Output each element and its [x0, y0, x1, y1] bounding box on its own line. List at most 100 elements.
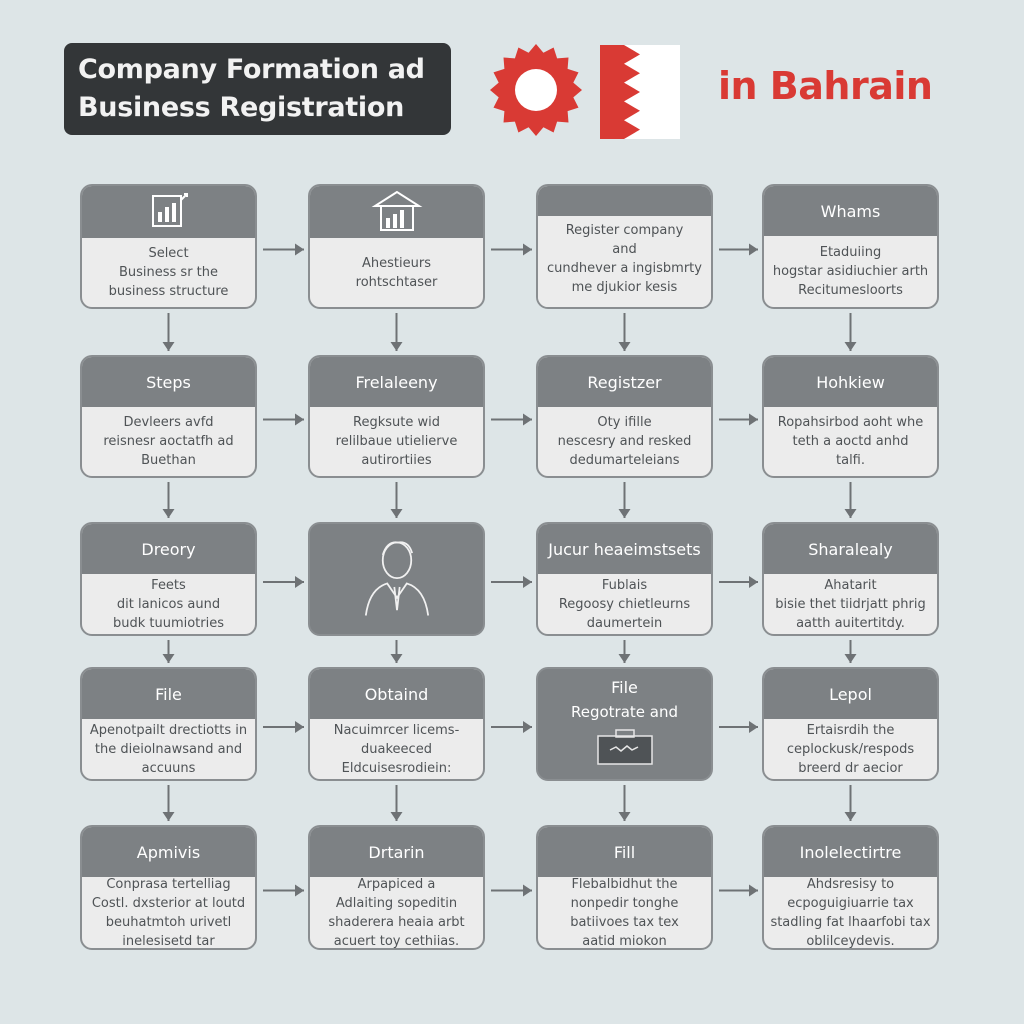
card-text-line: Fublais [601, 577, 648, 593]
step-card-r4-c3: FileFile Regotrate and [536, 667, 713, 781]
card-header: Frelaleeny [310, 357, 483, 407]
card-body: Nacuimrcer licems-duakeeced Eldcuisesrodi… [310, 719, 483, 779]
step-card-r5-c4: Inolelectirtre Ahdsresisy to ecpoguigiuarr… [762, 825, 939, 950]
card-text-line: bisie thet tiidrjatt phrig [775, 596, 926, 612]
card-text-line: Business sr the [118, 265, 219, 280]
card-header: File [82, 669, 255, 719]
card-header: Hohkiew [764, 357, 937, 407]
card-header: Obtaind [310, 669, 483, 719]
card-body: Select Business sr the business structure [82, 238, 255, 307]
step-card-r2-c3: Registzer Oty ifille nescesry and resked de… [536, 355, 713, 478]
step-card-r2-c2: Frelaleeny Regksute wid relilbaue utielier… [308, 355, 485, 478]
card-text-line: the dieiolnawsand and [94, 741, 243, 757]
card-header [310, 186, 483, 238]
arrow-r1-c2-down-head [390, 342, 403, 351]
step-card-r5-c3: Fill Flebalbidhut the nonpedir tonghe batii… [536, 825, 713, 950]
arrow-r2-c1-right-head [295, 413, 304, 426]
arrow-r1-c1-right-head [295, 243, 304, 256]
card-text-line: Recitumesloorts [798, 283, 903, 298]
card-body: Apenotpailt drectiotts in the dieiolnawsa… [82, 719, 255, 779]
step-card-r4-c2: Obtaind Nacuimrcer licems-duakeeced Eldcui… [308, 667, 485, 781]
card-text-line: Conprasa tertelliag [106, 876, 231, 892]
step-card-r2-c1: Steps Devleers avfd reisnesr aoctatfh ad Bu… [80, 355, 257, 478]
card-text-line: Buethan [141, 453, 196, 468]
card-text-line: Ahdsresisy to [806, 876, 895, 892]
card-text-line: Adlaiting sopeditin [335, 895, 458, 911]
flag-serrated-band [600, 45, 640, 139]
card-text-line: dit lanicos aund [116, 596, 221, 612]
card-text-line: nonpedir tonghe [570, 895, 679, 911]
arrow-r3-c3-down-head [618, 654, 631, 663]
card-text-line: Costl. dxsterior at loutd [91, 895, 246, 911]
card-body: Etaduiing hogstar asidiuchier arth Recitum… [764, 236, 937, 307]
card-body: File Regotrate and [538, 669, 711, 779]
card-header: Sharalealy [764, 524, 937, 574]
card-text-line: beuhatmtoh urivetl [105, 914, 232, 930]
arrow-r3-c2-right-head [523, 576, 532, 588]
card-header: Jucur heaeimstsets [538, 524, 711, 574]
card-text-line: talfi. [836, 453, 865, 468]
card-body: Conprasa tertelliag Costl. dxsterior at l… [82, 876, 255, 949]
card-text-line: cundhever a ingisbmrty [547, 260, 702, 276]
card-header: Inolelectirtre [764, 827, 937, 877]
card-body: Oty ifille nescesry and resked dedumartele… [538, 407, 711, 476]
arrow-r2-c2-down-head [390, 509, 403, 518]
card-text-line: rohtschtaser [355, 274, 438, 290]
briefcase-icon [596, 728, 653, 765]
arrow-r3-c2-down-head [390, 654, 403, 663]
card-text-line: Nacuimrcer licems- [333, 722, 460, 738]
arrow-r4-c4-down-head [844, 812, 857, 821]
card-text-line: shaderera heaia arbt [328, 914, 465, 930]
arrow-r4-c1-right-head [295, 721, 304, 733]
card-text-line: Ertaisrdih the [806, 722, 895, 738]
title-line-1: Company Formation ad [78, 54, 425, 85]
card-text-line: acuert toy cethiias. [333, 933, 460, 949]
card-body: Ertaisrdih the ceplockusk/respods breerd d… [764, 719, 937, 779]
card-header: Lepol [764, 669, 937, 719]
arrow-r4-c3-right-head [749, 721, 758, 733]
briefcase-icon-holder [596, 728, 654, 771]
card-text-line: daumertein [586, 615, 663, 631]
building-chart-icon [371, 190, 422, 231]
card-body: Arpapiced a Adlaiting sopeditin shaderera … [310, 877, 483, 949]
arrow-r2-c4-down-head [844, 509, 857, 518]
card-text-line: stadling fat lhaarfobi tax [770, 914, 931, 930]
step-card-r3-c4: Sharalealy Ahatarit bisie thet tiidrjatt p… [762, 522, 939, 636]
card-text-line: autirortiies [361, 453, 432, 468]
arrow-r1-c1-down-head [162, 342, 175, 351]
card-header: Registzer [538, 357, 711, 407]
arrow-r3-c4-down-head [844, 654, 857, 663]
step-card-r1-c4: Whams Etaduiing hogstar asidiuchier arth Re… [762, 184, 939, 309]
card-text-line: dedumarteleians [569, 453, 680, 468]
arrow-r1-c3-down-head [618, 342, 631, 351]
title-banner: Company Formation ad Business Registrati… [64, 43, 451, 135]
card-header: Apmivis [82, 827, 255, 877]
arrow-r2-c1-down-head [162, 509, 175, 518]
document-chart-icon [151, 193, 188, 227]
arrow-r2-c3-right-head [749, 413, 758, 426]
arrow-r1-c2-right-head [523, 243, 532, 256]
card-text-line: Select [148, 246, 189, 261]
title-line-2: Business Registration [78, 92, 405, 123]
card-text-line: batiivoes tax tex [570, 914, 679, 930]
card-text-line: business structure [108, 284, 229, 299]
card-text-line: breerd dr aecior [798, 760, 903, 776]
card-text-line: Ropahsirbod aoht whe [777, 415, 924, 430]
arrow-r4-c2-right-head [523, 721, 532, 733]
card-text-line: reisnesr aoctatfh ad [103, 434, 234, 449]
card-header: Steps [82, 357, 255, 407]
arrow-r3-c3-right-head [749, 576, 758, 588]
arrow-r2-c3-down-head [618, 509, 631, 518]
businessman-icon [364, 541, 429, 616]
card-text-line: and [612, 241, 637, 257]
card-body: Feets dit lanicos aund budk tuumiotries [82, 574, 255, 634]
card-text-line: aatth auitertitdy. [796, 615, 905, 631]
card-body: Flebalbidhut the nonpedir tonghe batiivoes… [538, 877, 711, 949]
card-text-line: Regoosy chietleurns [558, 596, 691, 612]
step-card-r1-c2: Ahestieurs rohtschtaser [308, 184, 485, 309]
card-body: Fublais Regoosy chietleurns daumertein [538, 574, 711, 634]
card-text-line: hogstar asidiuchier arth [772, 264, 929, 279]
arrow-r1-c4-down-head [844, 342, 857, 351]
card-text-line: me djukior kesis [571, 279, 678, 295]
